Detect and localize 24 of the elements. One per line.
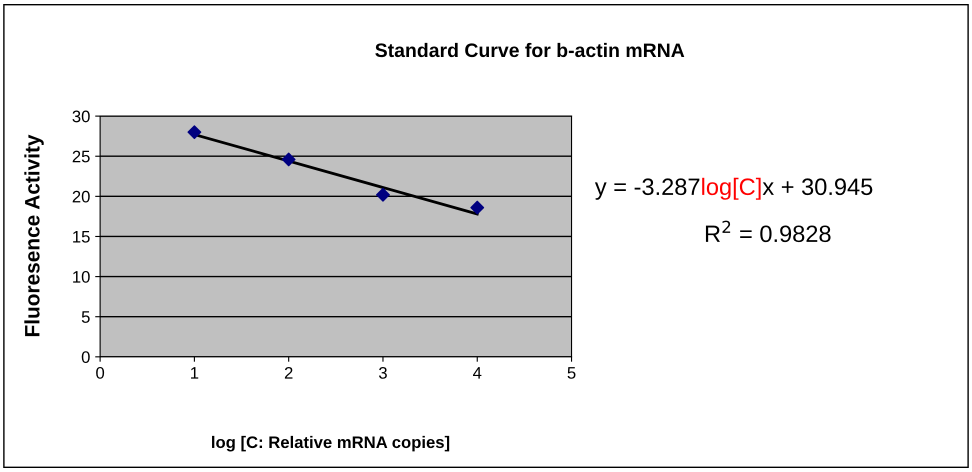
text: R$^{2}$ = 0.9828 [706, 220, 831, 242]
x-axis-title: log [C: Relative mRNA copies] [212, 436, 450, 452]
x-tick-label: 1 [191, 367, 198, 379]
point [376, 188, 390, 202]
y-tick-label: 20 [72, 190, 90, 203]
y-tick-label: 10 [73, 270, 90, 283]
y-tick-label: 25 [72, 150, 90, 162]
text: y = -3.287 [594, 178, 700, 200]
text: log[C] [702, 178, 761, 200]
y-tick-label: 30 [72, 110, 90, 122]
point [470, 200, 484, 214]
chart-title: Standard Curve for b-actin mRNA [375, 42, 684, 58]
y-tick-label: 5 [82, 311, 90, 323]
x-tick-label: 0 [96, 366, 104, 379]
x-tick-label: 3 [378, 366, 387, 379]
x-tick-label: 2 [284, 366, 292, 379]
y-axis-title: Fluoresence Activity [24, 134, 44, 336]
y-tick-label: 15 [73, 231, 90, 243]
y-tick-label: 0 [82, 351, 90, 364]
point [282, 152, 296, 166]
x-tick-label: 4 [473, 367, 482, 379]
text: x + 30.945 [762, 178, 872, 196]
x-tick-label: 5 [568, 367, 576, 379]
point [187, 125, 202, 140]
